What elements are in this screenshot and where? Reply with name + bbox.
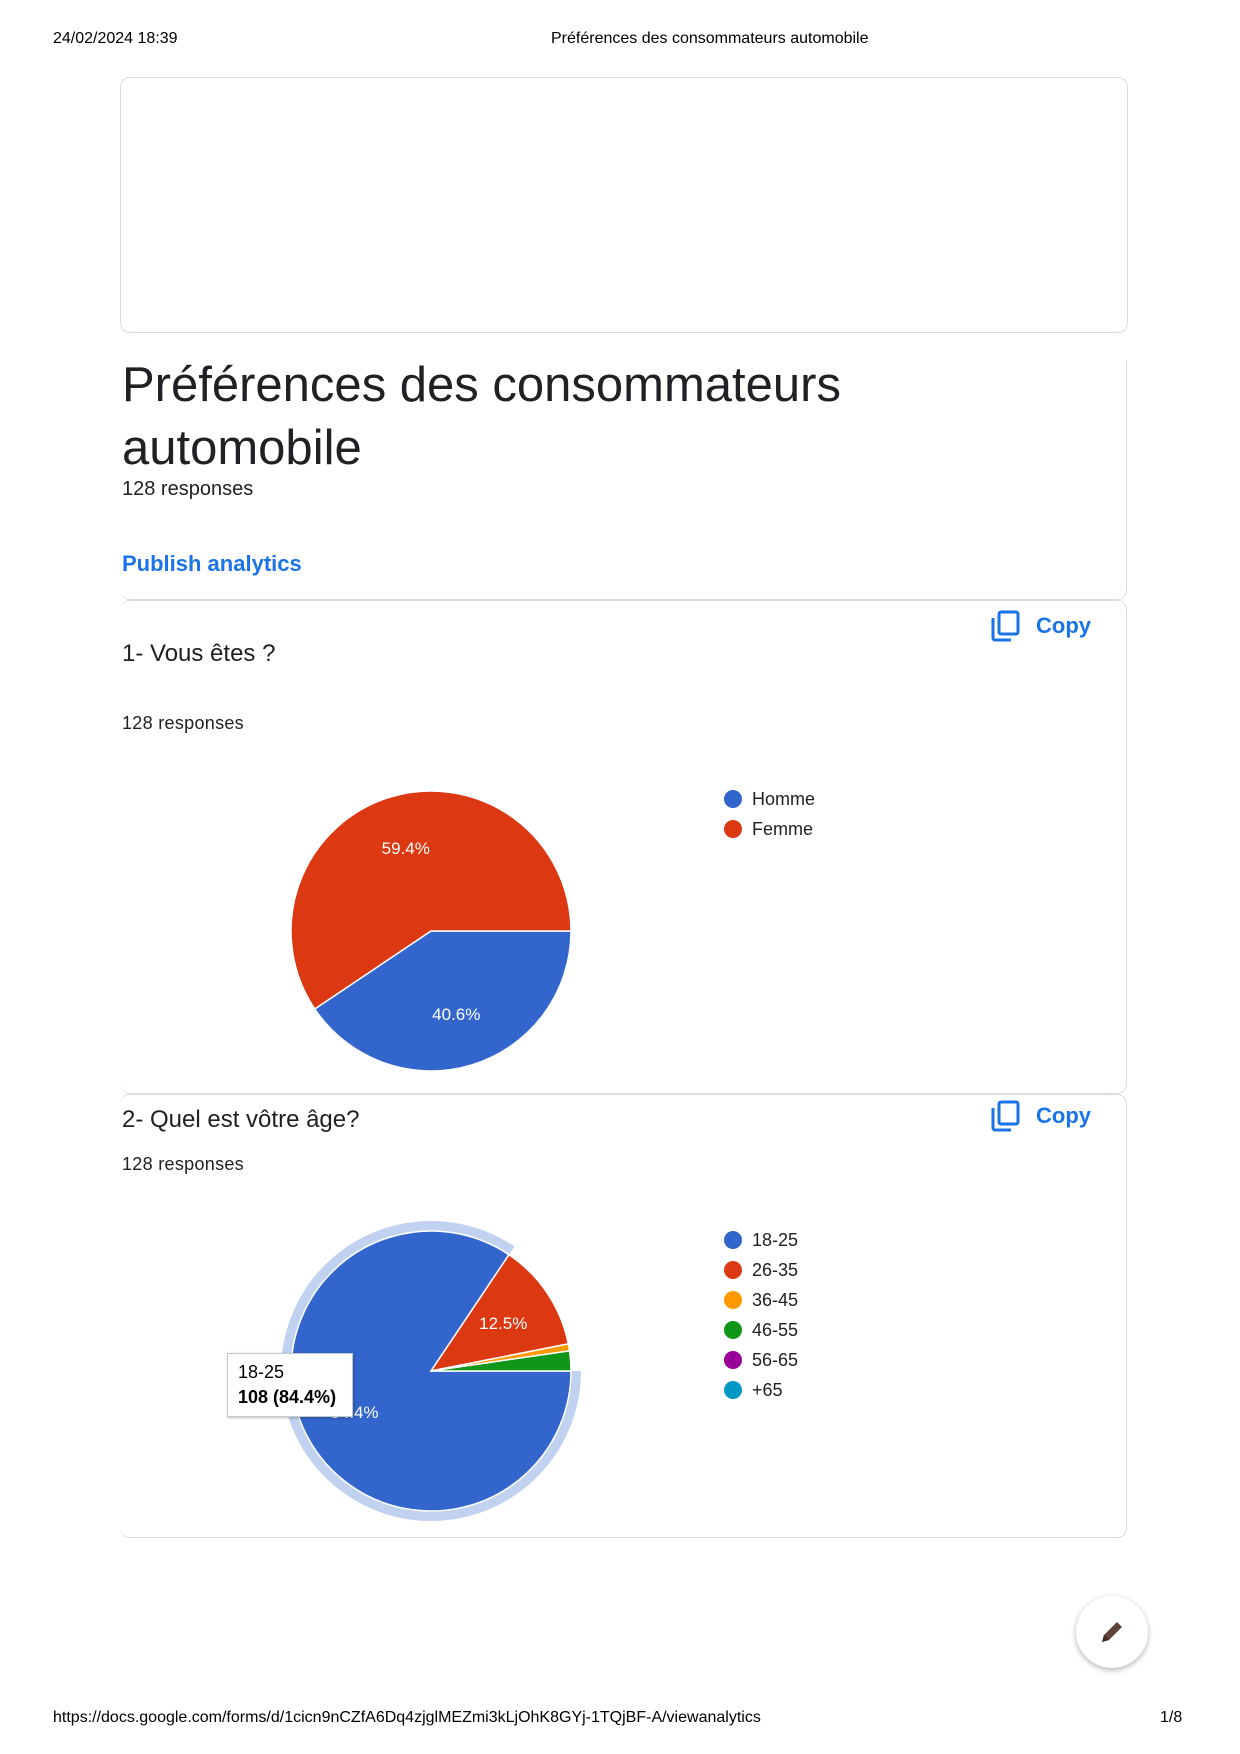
pie-chart-age[interactable]: 84.4%12.5% [266, 1206, 596, 1536]
copy-label: Copy [1036, 613, 1091, 638]
pie-slice-Homme[interactable] [313, 930, 572, 1072]
question-card-2 [120, 1094, 1127, 1538]
legend-label: 26-35 [752, 1259, 799, 1280]
pie-label-Homme: 40.6% [432, 1005, 480, 1024]
title-card [120, 360, 1127, 600]
legend-item-56-65[interactable]: 56-65 [724, 1345, 798, 1375]
legend-item-+65[interactable]: +65 [724, 1375, 798, 1405]
question-title-2: 2- Quel est vôtre âge? [122, 1106, 360, 1133]
legend-label: +65 [752, 1379, 783, 1400]
pie-slice-46-55[interactable] [430, 1349, 572, 1372]
print-header-datetime: 24/02/2024 18:39 [53, 30, 178, 47]
legend-label: 56-65 [752, 1349, 799, 1370]
legend-swatch [724, 1231, 742, 1249]
pie-label-Femme: 59.4% [382, 839, 430, 858]
legend-item-Femme[interactable]: Femme [724, 814, 815, 844]
copy-icon [991, 610, 1020, 642]
legend-label: Homme [752, 788, 816, 809]
legend-label: 18-25 [752, 1229, 799, 1250]
copy-label: Copy [1036, 1103, 1091, 1128]
print-footer-url: https://docs.google.com/forms/d/1cicn9nC… [53, 1709, 761, 1726]
legend-item-Homme[interactable]: Homme [724, 784, 815, 814]
legend-label: Femme [752, 818, 814, 839]
legend-swatch [724, 1261, 742, 1279]
legend-item-36-45[interactable]: 36-45 [724, 1285, 798, 1315]
pie-chart-gender[interactable]: 40.6% 59.4% [286, 786, 576, 1076]
total-responses: 128 responses [122, 478, 254, 500]
publish-analytics-link[interactable]: Publish analytics [122, 551, 302, 576]
legend-gender: Homme Femme [724, 784, 815, 844]
pie-label-26-35: 12.5% [479, 1314, 527, 1333]
legend-swatch [724, 790, 742, 808]
legend-swatch [724, 820, 742, 838]
header-banner [120, 77, 1128, 333]
tooltip-label: 18-25 [238, 1362, 285, 1382]
legend-label: 36-45 [752, 1289, 799, 1310]
copy-icon [991, 1100, 1020, 1132]
edit-button[interactable] [1076, 1596, 1148, 1668]
legend-age: 18-25 26-35 36-45 46-55 56-65 +65 [724, 1225, 798, 1405]
legend-swatch [724, 1291, 742, 1309]
question-title-1: 1- Vous êtes ? [122, 640, 276, 667]
tooltip-value: 108 (84.4%) [238, 1387, 337, 1407]
page-title: Préférences des consommateurs automobile [122, 358, 841, 475]
legend-item-46-55[interactable]: 46-55 [724, 1315, 798, 1345]
copy-chart-button-1[interactable]: Copy [990, 610, 1091, 642]
chart-tooltip: 18-25 108 (84.4%) [227, 1353, 353, 1417]
legend-swatch [724, 1321, 742, 1339]
pie-slice-Femme[interactable] [290, 790, 572, 1011]
legend-swatch [724, 1351, 742, 1369]
question-responses-1: 128 responses [122, 713, 244, 733]
print-header-title: Préférences des consommateurs automobile [551, 30, 869, 47]
legend-item-18-25[interactable]: 18-25 [724, 1225, 798, 1255]
legend-item-26-35[interactable]: 26-35 [724, 1255, 798, 1285]
question-responses-2: 128 responses [122, 1154, 244, 1174]
pie-slice-26-35[interactable] [429, 1253, 570, 1373]
question-card-1 [120, 600, 1127, 1094]
pencil-icon [1102, 1622, 1122, 1642]
legend-swatch [724, 1381, 742, 1399]
print-footer-page: 1/8 [1160, 1709, 1183, 1726]
copy-chart-button-2[interactable]: Copy [990, 1100, 1091, 1132]
legend-label: 46-55 [752, 1319, 799, 1340]
